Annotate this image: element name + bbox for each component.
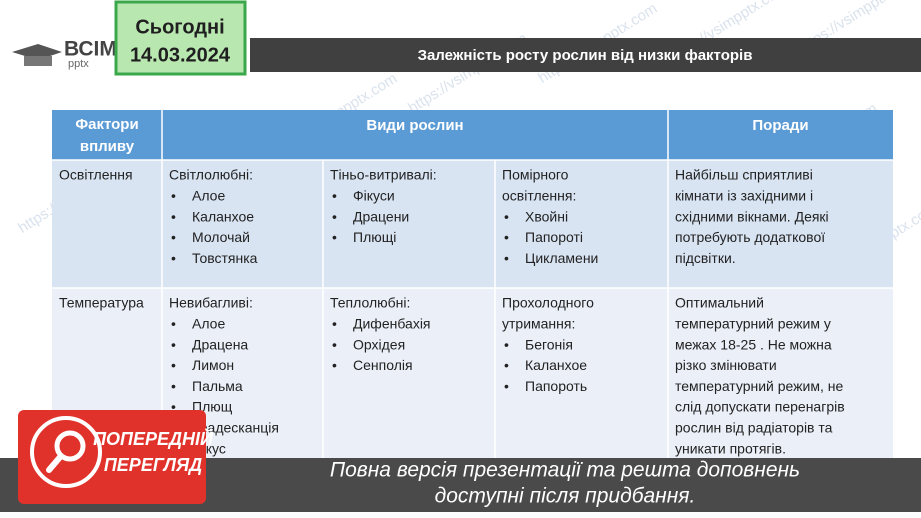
list-item: Товстянка	[192, 250, 258, 266]
group-heading: Теплолюбні:	[330, 295, 410, 311]
list-item: Сенполія	[353, 357, 413, 373]
advice-line: температурний режим у	[675, 316, 831, 332]
advice-line: східними вікнами. Деякі	[675, 208, 829, 224]
bullet: •	[332, 336, 337, 352]
list-item: Каланхое	[192, 208, 254, 224]
bullet: •	[332, 188, 337, 204]
bullet: •	[504, 336, 509, 352]
header-cell: Фактори впливу	[75, 116, 138, 155]
list-item: Орхідея	[353, 336, 405, 352]
header-cell: Види рослин	[366, 117, 463, 134]
bullet: •	[504, 229, 509, 245]
group-heading: Помірного	[502, 167, 569, 183]
list-item: Традесканція	[192, 420, 279, 436]
bullet: •	[171, 250, 176, 266]
group-heading: Тіньо-витривалі:	[330, 167, 437, 183]
date: 14.03.2024	[130, 44, 231, 66]
bullet: •	[171, 188, 176, 204]
bullet: •	[504, 250, 509, 266]
bullet: •	[171, 229, 176, 245]
bullet: •	[504, 357, 509, 373]
list-item: Алое	[192, 316, 225, 332]
bullet: •	[504, 378, 509, 394]
bullet: •	[171, 316, 176, 332]
bullet: •	[332, 229, 337, 245]
banner-text: доступні після придбання.	[435, 485, 696, 508]
logo-icon	[24, 56, 52, 66]
advice-line: Оптимальний	[675, 295, 764, 311]
list-item: Лимон	[192, 357, 234, 373]
list-item: Хвойні	[525, 208, 568, 224]
group-heading: Світлолюбні:	[169, 167, 253, 183]
date-label: Сьогодні	[135, 16, 224, 38]
banner-text: Повна версія презентації та решта доповн…	[330, 459, 800, 482]
date-box	[114, 0, 247, 76]
list-item: Папороть	[525, 378, 587, 394]
badge-text: ПОПЕРЕДНІЙ	[93, 428, 214, 449]
advice-line: різко змінювати	[675, 357, 777, 373]
list-item: Молочай	[192, 229, 250, 245]
group-heading: утримання:	[502, 316, 575, 332]
advice-line: температурний режим, не	[675, 378, 843, 394]
list-item: Драцена	[192, 336, 248, 352]
title-bar	[250, 38, 921, 72]
factor-cell: Температура	[59, 295, 144, 311]
list-item: Каланхое	[525, 357, 587, 373]
list-item: Алое	[192, 188, 225, 204]
advice-line: слід допускати перенагрів	[675, 399, 845, 415]
logo: ВСІМ pptx	[12, 38, 117, 70]
badge-icon	[54, 430, 86, 462]
advice-line: Найбільш сприятливі	[675, 167, 813, 183]
bullet: •	[171, 208, 176, 224]
list-item: Драцени	[353, 208, 409, 224]
advice-line: підсвітки.	[675, 250, 736, 266]
advice-line: рослин від радіаторів та	[675, 420, 833, 436]
list-item: Дифенбахія	[353, 316, 431, 332]
logo-subtext: pptx	[68, 58, 89, 70]
list-item: Папороті	[525, 229, 583, 245]
badge-icon	[46, 453, 64, 473]
slide-title: Залежність росту рослин від низки фактор…	[418, 47, 753, 64]
advice-line: потребують додаткової	[675, 229, 825, 245]
bullet: •	[171, 336, 176, 352]
advice-line: кімнати із західними і	[675, 188, 813, 204]
badge-text: ПЕРЕГЛЯД	[104, 455, 202, 475]
bullet: •	[171, 357, 176, 373]
bullet: •	[332, 357, 337, 373]
bullet: •	[332, 208, 337, 224]
group-heading: освітлення:	[502, 188, 576, 204]
logo-text: ВСІМ	[64, 38, 117, 61]
list-item: Пальма	[192, 378, 243, 394]
bullet: •	[171, 378, 176, 394]
list-item: Бегонія	[525, 336, 573, 352]
body-row	[52, 160, 893, 288]
group-heading: Прохолодного	[502, 295, 594, 311]
factor-cell: Освітлення	[59, 167, 133, 183]
header-row	[52, 110, 893, 160]
bullet: •	[504, 208, 509, 224]
bullet: •	[332, 316, 337, 332]
advice-line: межах 18-25 . Не можна	[675, 336, 832, 352]
advice-line: уникати протягів.	[675, 440, 786, 456]
header-cell: Поради	[752, 117, 808, 134]
list-item: Цикламени	[525, 250, 598, 266]
group-heading: Невибагливі:	[169, 295, 253, 311]
list-item: Плющі	[353, 229, 396, 245]
badge-icon	[30, 416, 102, 488]
bullet: •	[171, 399, 176, 415]
list-item: Фікуси	[353, 188, 395, 204]
